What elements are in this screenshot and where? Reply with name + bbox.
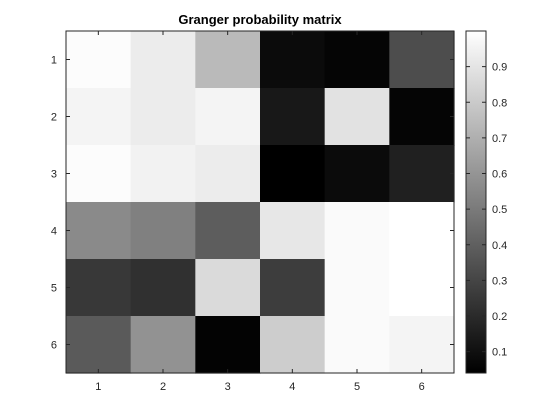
heatmap-cell-r2-c5	[324, 88, 390, 146]
heatmap-cell-r6-c4	[260, 316, 326, 374]
heatmap-cell-r6-c1	[66, 316, 132, 374]
colorbar-tick-label: 0.8	[492, 97, 507, 109]
heatmap-cell-r6-c5	[324, 316, 390, 374]
y-tick-label: 3	[51, 169, 57, 181]
colorbar-tick-label: 0.2	[492, 311, 507, 323]
x-tick-label: 4	[289, 381, 295, 393]
colorbar-tick-label: 0.9	[492, 62, 507, 74]
colorbar-tick-label: 0.4	[492, 240, 507, 252]
colorbar-frame	[465, 30, 487, 374]
x-tick-label: 3	[225, 381, 231, 393]
heatmap-cell-r3-c6	[389, 145, 455, 203]
heatmap-cell-r4-c3	[195, 202, 261, 260]
heatmap-cell-r3-c5	[324, 145, 390, 203]
heatmap-cell-r6-c2	[130, 316, 196, 374]
heatmap-cell-r1-c5	[324, 31, 390, 89]
heatmap-cell-r3-c1	[66, 145, 132, 203]
heatmap-cell-r5-c4	[260, 259, 326, 317]
colorbar-tick-label: 0.1	[492, 347, 507, 359]
heatmap-cell-r2-c3	[195, 88, 261, 146]
heatmap-cell-r3-c3	[195, 145, 261, 203]
colorbar-ticks: 0.1 0.2 0.3 0.4 0.5 0.6 0.7 0.8 0.9	[466, 62, 507, 359]
y-tick-label: 4	[51, 226, 57, 238]
heatmap-cell-r4-c4	[260, 202, 326, 260]
x-tick-label: 6	[419, 381, 425, 393]
heatmap-cell-r6-c3	[195, 316, 261, 374]
x-tick-label: 2	[160, 381, 166, 393]
heatmap-cell-r2-c4	[260, 88, 326, 146]
heatmap-cell-r4-c6	[389, 202, 455, 260]
heatmap-cell-r1-c4	[260, 31, 326, 89]
x-axis: 1 2 3 4 5 6	[95, 31, 425, 393]
heatmap-cell-r3-c4	[260, 145, 326, 203]
heatmap-cell-r1-c2	[130, 31, 196, 89]
heatmap-cell-r2-c6	[389, 88, 455, 146]
heatmap-cell-r5-c5	[324, 259, 390, 317]
heatmap-cell-r5-c1	[66, 259, 132, 317]
colorbar-tick-label: 0.7	[492, 133, 507, 145]
colorbar: 0.1 0.2 0.3 0.4 0.5 0.6 0.7 0.8 0.9	[465, 30, 507, 374]
heatmap-cell-r1-c1	[66, 31, 132, 89]
plot-axes-box	[65, 30, 455, 374]
y-tick-label: 5	[51, 283, 57, 295]
y-tick-label: 1	[51, 55, 57, 67]
heatmap-cell-r1-c6	[389, 31, 455, 89]
heatmap-cell-r6-c6	[389, 316, 455, 374]
chart-title: Granger probability matrix	[178, 12, 342, 27]
heatmap-cell-r3-c2	[130, 145, 196, 203]
colorbar-tick-label: 0.3	[492, 275, 507, 287]
heatmap-cell-r4-c5	[324, 202, 390, 260]
heatmap-cell-r2-c2	[130, 88, 196, 146]
heatmap-cell-r1-c3	[195, 31, 261, 89]
heatmap-cell-r4-c2	[130, 202, 196, 260]
x-tick-label: 1	[95, 381, 101, 393]
heatmap-cell-r5-c3	[195, 259, 261, 317]
y-tick-label: 2	[51, 112, 57, 124]
colorbar-tick-label: 0.6	[492, 169, 507, 181]
heatmap-cell-r2-c1	[66, 88, 132, 146]
heatmap-cells	[66, 31, 455, 374]
colorbar-tick-label: 0.5	[492, 204, 507, 216]
heatmap-cell-r5-c6	[389, 259, 455, 317]
y-axis: 1 2 3 4 5 6	[51, 55, 454, 352]
x-tick-label: 5	[354, 381, 360, 393]
colorbar-gradient	[466, 31, 486, 373]
heatmap-cell-r4-c1	[66, 202, 132, 260]
heatmap-cell-r5-c2	[130, 259, 196, 317]
y-tick-label: 6	[51, 340, 57, 352]
